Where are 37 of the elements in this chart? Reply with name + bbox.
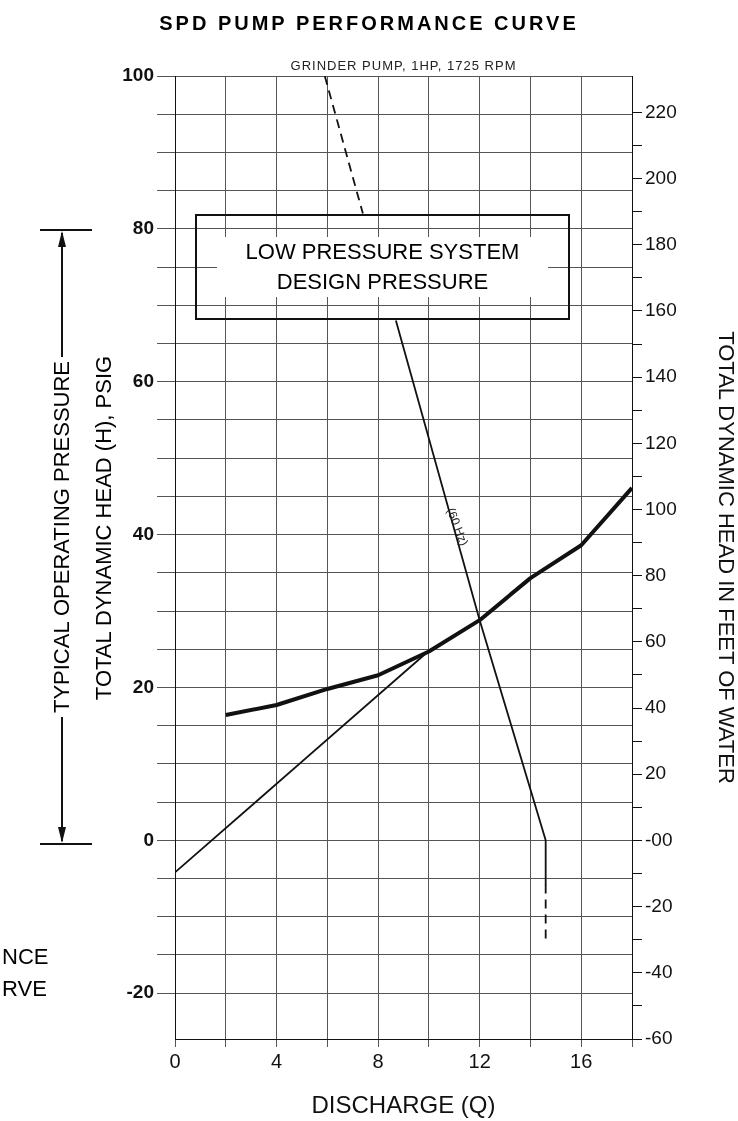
x-tick-label: 0 (169, 1049, 181, 1072)
y2-tick-label: 80 (645, 563, 667, 585)
y2-tick-label: 160 (645, 299, 677, 321)
annotation: (60 Hz) (443, 505, 472, 548)
y2-tick-label: -00 (645, 828, 673, 850)
y2-axis-title: TOTAL DYNAMIC HEAD IN FEET OF WATER (713, 331, 738, 784)
y2-tick-label: 120 (645, 431, 677, 453)
y-tick-label: 100 (122, 64, 154, 86)
y-axis-title: TOTAL DYNAMIC HEAD (H), PSIG (91, 355, 117, 700)
y2-tick-label: 140 (645, 365, 677, 387)
y-tick-label: 40 (132, 522, 154, 544)
y2-tick-label: 40 (645, 696, 667, 718)
y2-tick-label: 200 (645, 166, 677, 188)
x-tick-label: 8 (372, 1049, 384, 1072)
text: TYPICAL OPERATING PRESSURE (49, 356, 75, 718)
chart-subtitle: GRINDER PUMP, 1HP, 1725 RPM (289, 58, 518, 73)
y2-tick-label: 180 (645, 233, 677, 255)
y2-tick-label: 220 (645, 100, 677, 122)
x-tick-label: 16 (570, 1049, 593, 1072)
x-axis-title: DISCHARGE (Q) (311, 1091, 496, 1119)
y-tick-label: 20 (132, 675, 154, 697)
chart-title: SPD PUMP PERFORMANCE CURVE (158, 12, 580, 35)
y2-tick-label: -20 (645, 894, 673, 916)
x-tick-label: 12 (468, 1049, 491, 1072)
y-tick-label: -20 (126, 981, 154, 1003)
y2-tick-label: 100 (645, 497, 677, 519)
y-tick-label: 0 (143, 828, 154, 850)
y2-tick-label: 20 (645, 762, 667, 784)
y2-tick-label: -40 (645, 961, 673, 983)
y2-tick-label: 60 (645, 630, 667, 652)
text: RVE (2, 976, 47, 1002)
y-tick-label: 80 (132, 217, 154, 239)
y-tick-label: 60 (132, 369, 154, 391)
y2-tick-label: -60 (645, 1027, 673, 1049)
annotation: LOW PRESSURE SYSTEM DESIGN PRESSURE (217, 237, 548, 297)
text: NCE (2, 944, 49, 970)
x-tick-label: 4 (270, 1049, 283, 1072)
